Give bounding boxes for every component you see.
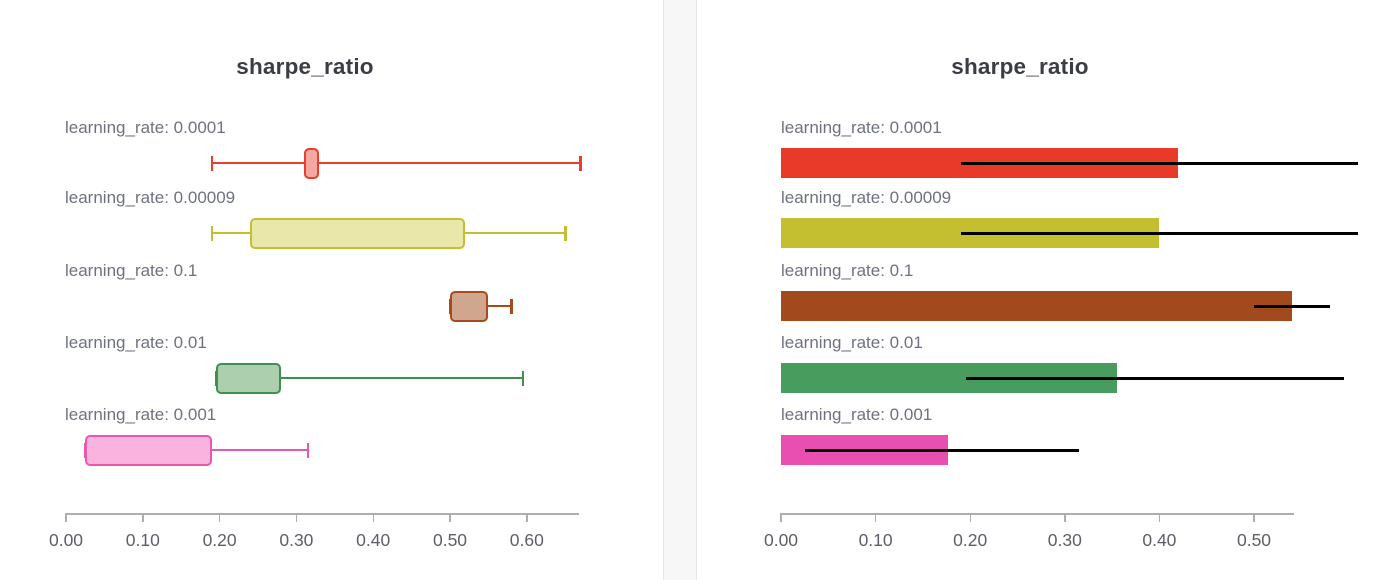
x-axis-tick — [1158, 513, 1161, 522]
box — [85, 434, 212, 466]
category-label: learning_rate: 0.1 — [65, 261, 198, 280]
x-axis-tick — [526, 513, 528, 522]
boxplot-panel: sharpe_ratio learning_rate: 0.0001 learni… — [0, 0, 663, 580]
x-axis-tick-label: 0.00 — [48, 530, 84, 550]
box — [450, 290, 489, 322]
x-axis-tick — [65, 513, 67, 522]
category-label: learning_rate: 0.01 — [65, 333, 207, 352]
x-axis-tick-label: 0.50 — [1236, 530, 1272, 550]
x-axis-tick — [969, 513, 971, 522]
x-axis-tick-label: 0.40 — [1142, 530, 1177, 550]
whisker-cap-min — [210, 225, 214, 241]
chart-title: sharpe_ratio — [236, 54, 374, 79]
value-bar — [781, 291, 1292, 321]
whisker-line — [211, 161, 581, 165]
whisker-cap-max — [564, 225, 567, 241]
x-axis-tick-label: 0.10 — [858, 530, 893, 550]
x-axis-tick-label: 0.60 — [509, 530, 544, 550]
panel-divider — [663, 0, 697, 580]
box — [215, 362, 282, 394]
category-label: learning_rate: 0.001 — [781, 405, 933, 424]
error-bar — [804, 448, 1079, 452]
x-axis-tick — [449, 513, 451, 522]
error-bar — [960, 161, 1358, 165]
whisker-cap-max — [306, 442, 310, 458]
x-axis-tick — [780, 513, 782, 522]
x-axis-tick-label: 0.20 — [953, 530, 988, 550]
category-label: learning_rate: 0.1 — [781, 261, 914, 280]
chart-title: sharpe_ratio — [951, 54, 1089, 79]
category-label: learning_rate: 0.001 — [65, 405, 217, 424]
category-label: learning_rate: 0.00009 — [65, 188, 236, 207]
whisker-cap-min — [210, 155, 214, 171]
whisker-cap-max — [510, 298, 513, 314]
x-axis-tick — [1064, 513, 1066, 522]
barchart-panel: sharpe_ratio learning_rate: 0.0001 learni… — [697, 0, 1376, 580]
x-axis-tick — [1253, 513, 1255, 522]
x-axis-line — [781, 513, 1294, 515]
x-axis-tick-label: 0.40 — [356, 530, 391, 550]
x-axis-tick-label: 0.10 — [125, 530, 160, 550]
x-axis-line — [66, 513, 579, 515]
boxplot-area: learning_rate: 0.0001 learning_rate: 0.00… — [0, 0, 663, 580]
category-label: learning_rate: 0.0001 — [65, 118, 226, 137]
box — [304, 147, 320, 179]
error-bar — [1254, 304, 1330, 308]
x-axis-tick — [218, 513, 221, 522]
box — [250, 217, 466, 249]
x-axis-tick — [372, 513, 374, 522]
x-axis-tick — [295, 513, 298, 522]
x-axis-tick — [874, 513, 877, 522]
error-bar — [965, 376, 1344, 380]
x-axis-tick-label: 0.00 — [763, 530, 799, 550]
x-axis-tick-label: 0.50 — [432, 530, 468, 550]
category-label: learning_rate: 0.0001 — [781, 118, 942, 137]
x-axis-tick — [142, 513, 144, 522]
x-axis-tick-label: 0.20 — [202, 530, 237, 550]
category-label: learning_rate: 0.01 — [781, 333, 923, 352]
barchart-area: learning_rate: 0.0001 learning_rate: 0.00… — [697, 0, 1358, 580]
whisker-cap-max — [521, 370, 525, 386]
error-bar — [960, 231, 1358, 235]
category-label: learning_rate: 0.00009 — [781, 188, 952, 207]
whisker-cap-min — [214, 370, 217, 386]
x-axis-tick-label: 0.30 — [279, 530, 314, 550]
x-axis-tick-label: 0.30 — [1047, 530, 1082, 550]
whisker-cap-max — [579, 155, 582, 171]
whisker-line — [215, 376, 523, 380]
